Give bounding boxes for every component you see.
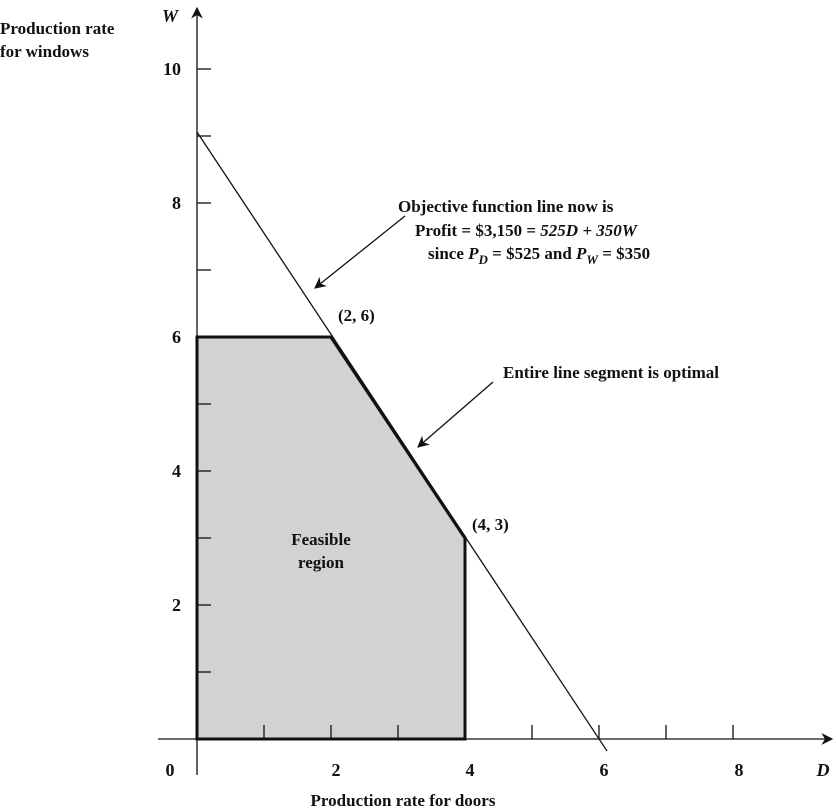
y-axis-title-line-1: Production rate xyxy=(0,19,115,38)
optimal-segment-arrow xyxy=(417,381,494,448)
x-tick-label-4: 4 xyxy=(466,760,475,780)
x-tick-label-2: 2 xyxy=(332,760,341,780)
y-tick-label-10: 10 xyxy=(163,59,181,79)
x-axis-ticks xyxy=(263,725,734,739)
feasible-region-label-line-2: region xyxy=(298,553,345,572)
x-tick-label-8: 8 xyxy=(735,760,744,780)
y-tick-label-8: 8 xyxy=(172,193,181,213)
y-tick-label-2: 2 xyxy=(172,595,181,615)
y-axis-symbol: W xyxy=(162,6,180,26)
objective-annotation-line-3: since PD = $525 and PW = $350 xyxy=(428,244,650,267)
optimal-line-segment xyxy=(329,336,467,539)
y-tick-label-4: 4 xyxy=(172,461,181,481)
objective-annotation-line-2: Profit = $3,150 = 525D + 350W xyxy=(415,221,639,240)
point-label-2-6: (2, 6) xyxy=(338,306,375,325)
x-axis-symbol: D xyxy=(816,760,830,780)
y-axis-ticks xyxy=(197,68,211,673)
objective-annotation-arrow xyxy=(314,215,406,289)
feasible-region-label-line-1: Feasible xyxy=(291,530,351,549)
objective-annotation-line-1: Objective function line now is xyxy=(398,197,614,216)
optimal-segment-annotation: Entire line segment is optimal xyxy=(503,363,719,382)
x-tick-label-0: 0 xyxy=(166,760,175,780)
y-axis-title-line-2: for windows xyxy=(0,42,89,61)
point-label-4-3: (4, 3) xyxy=(472,515,509,534)
y-tick-label-6: 6 xyxy=(172,327,181,347)
x-axis-title: Production rate for doors xyxy=(311,791,496,810)
x-tick-label-6: 6 xyxy=(600,760,609,780)
